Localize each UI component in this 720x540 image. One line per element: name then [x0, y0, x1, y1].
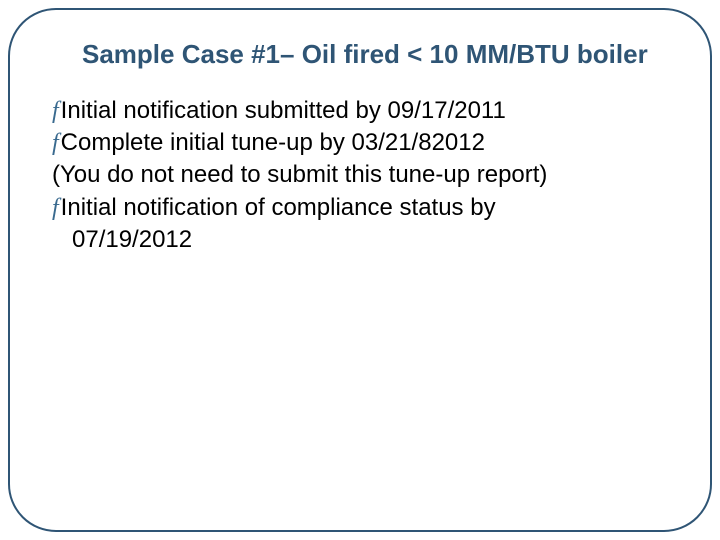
- list-item-text: Initial notification of compliance statu…: [61, 192, 668, 224]
- list-item-text: Complete initial tune-up by 03/21/82012: [61, 127, 668, 159]
- bullet-icon: f: [52, 127, 61, 159]
- list-item-text: Initial notification submitted by 09/17/…: [61, 95, 668, 127]
- bullet-icon: f: [52, 192, 61, 224]
- list-item-text: (You do not need to submit this tune-up …: [52, 161, 547, 188]
- list-item: f Initial notification submitted by 09/1…: [52, 95, 668, 127]
- list-item: (You do not need to submit this tune-up …: [52, 159, 668, 191]
- list-item: f Complete initial tune-up by 03/21/8201…: [52, 127, 668, 159]
- slide-title: Sample Case #1– Oil fired < 10 MM/BTU bo…: [82, 38, 668, 71]
- bullet-icon: f: [52, 95, 61, 127]
- list-item-text: 07/19/2012: [72, 226, 192, 253]
- slide-frame: Sample Case #1– Oil fired < 10 MM/BTU bo…: [8, 8, 712, 532]
- list-item: f Initial notification of compliance sta…: [52, 192, 668, 224]
- list-item-continuation: 07/19/2012: [52, 224, 668, 256]
- slide-body: f Initial notification submitted by 09/1…: [52, 95, 668, 257]
